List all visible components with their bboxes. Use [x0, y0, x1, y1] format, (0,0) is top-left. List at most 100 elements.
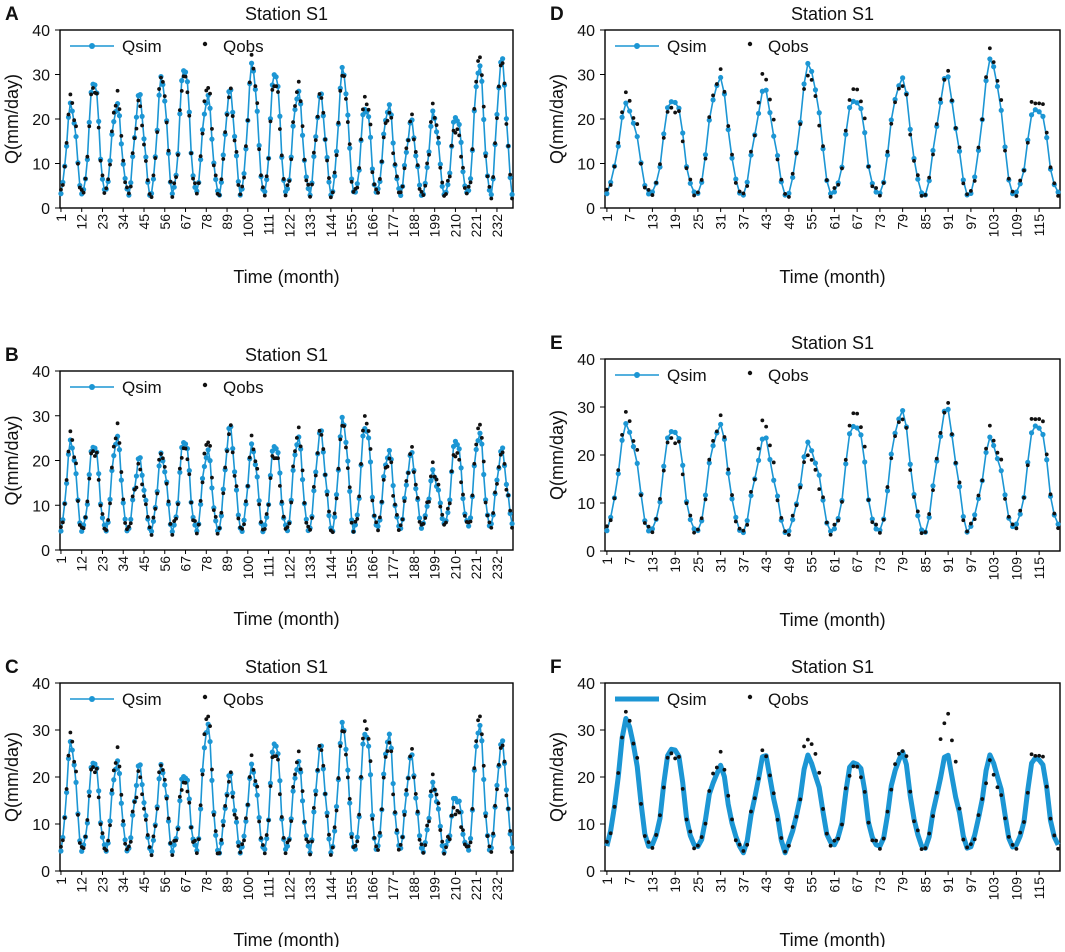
qobs-point — [462, 513, 467, 518]
qobs-point — [361, 428, 365, 433]
plot-frame — [59, 29, 514, 209]
qobs-point — [249, 753, 254, 758]
qsim-marker — [507, 831, 513, 837]
qobs-point — [669, 105, 674, 110]
qobs-point — [677, 755, 681, 759]
qobs-point — [385, 118, 390, 123]
legend-qobs-label: Qobs — [223, 37, 264, 56]
qsim-marker — [256, 815, 262, 821]
qobs-point — [794, 151, 799, 156]
qsim-marker — [367, 772, 374, 778]
qsim-marker — [416, 515, 423, 521]
qobs-point — [472, 461, 477, 466]
qobs-point — [366, 736, 371, 741]
x-tick-label: 56 — [157, 214, 173, 230]
qobs-point — [94, 766, 99, 771]
qsim-marker — [687, 516, 693, 523]
qobs-point — [96, 478, 101, 482]
qsim-marker — [107, 158, 113, 164]
qobs-point — [338, 744, 343, 749]
qobs-point — [699, 516, 704, 521]
qsim-marker — [148, 848, 155, 854]
qobs-point — [866, 164, 871, 169]
qobs-point — [980, 478, 985, 483]
qobs-point — [447, 837, 452, 842]
qsim-marker — [177, 111, 183, 117]
qobs-point — [658, 162, 662, 167]
qobs-point — [805, 737, 810, 742]
qsim-marker — [403, 791, 409, 797]
qobs-point — [915, 509, 920, 514]
qobs-point — [385, 749, 390, 754]
qobs-point — [279, 153, 284, 158]
qobs-point — [428, 120, 433, 124]
qobs-point — [862, 444, 867, 449]
qsim-marker — [354, 512, 360, 518]
qsim-marker — [73, 471, 79, 477]
qsim-marker — [198, 501, 204, 507]
qsim-marker — [294, 766, 300, 773]
qobs-point — [893, 434, 897, 439]
qobs-point — [680, 472, 685, 477]
qobs-point — [234, 149, 239, 154]
qsim-marker — [92, 761, 98, 767]
qobs-point — [113, 761, 118, 765]
qsim-marker — [458, 139, 464, 145]
qobs-point — [417, 520, 422, 524]
qobs-point — [714, 429, 719, 434]
qobs-point — [193, 838, 197, 843]
qsim-marker — [1002, 492, 1008, 498]
qobs-point — [1025, 140, 1030, 145]
qsim-marker — [192, 184, 198, 190]
qobs-point — [476, 426, 480, 431]
qobs-point — [483, 154, 488, 159]
qobs-point — [695, 527, 700, 532]
qobs-point — [310, 839, 314, 844]
qobs-point — [383, 755, 388, 759]
qobs-point — [249, 433, 254, 438]
qsim-marker — [137, 455, 143, 461]
qobs-point — [862, 116, 867, 121]
qsim-line — [606, 408, 1059, 534]
qobs-point — [430, 772, 435, 777]
qsim-marker — [84, 820, 90, 826]
qobs-point — [325, 158, 329, 163]
qobs-point — [1022, 168, 1026, 173]
x-tick-label: 103 — [986, 877, 1002, 901]
x-axis-label: Time (month) — [233, 609, 339, 629]
qobs-point — [225, 793, 229, 798]
qobs-point — [821, 495, 825, 500]
x-tick-label: 177 — [385, 214, 401, 238]
qobs-point — [355, 839, 360, 844]
legend-qobs-label: Qobs — [223, 378, 264, 397]
qobs-point — [123, 841, 128, 846]
qobs-point — [313, 792, 318, 797]
legend-qobs-label: Qobs — [768, 37, 809, 56]
qsim-marker — [186, 109, 192, 115]
qobs-point — [957, 480, 962, 485]
qsim-marker — [428, 793, 434, 799]
qobs-point — [612, 804, 617, 809]
y-tick-label: 30 — [577, 400, 595, 417]
x-tick-label: 61 — [826, 557, 842, 573]
qsim-marker — [500, 445, 506, 451]
qobs-point — [410, 112, 414, 117]
qobs-point — [419, 189, 424, 194]
qobs-point — [760, 72, 765, 76]
qobs-point — [489, 850, 494, 854]
qobs-point — [752, 796, 757, 801]
qobs-point — [126, 844, 131, 849]
qobs-point — [259, 836, 263, 840]
qsim-marker — [207, 105, 213, 111]
qsim-marker — [805, 439, 811, 445]
panel-label: C — [5, 657, 19, 678]
legend-qsim-marker — [89, 43, 95, 49]
qobs-point — [211, 508, 216, 513]
qsim-marker — [101, 522, 107, 528]
qobs-point — [1037, 101, 1042, 106]
qobs-point — [616, 140, 621, 145]
qobs-point — [104, 186, 109, 191]
qobs-point — [1003, 496, 1007, 501]
qobs-point — [228, 423, 233, 428]
